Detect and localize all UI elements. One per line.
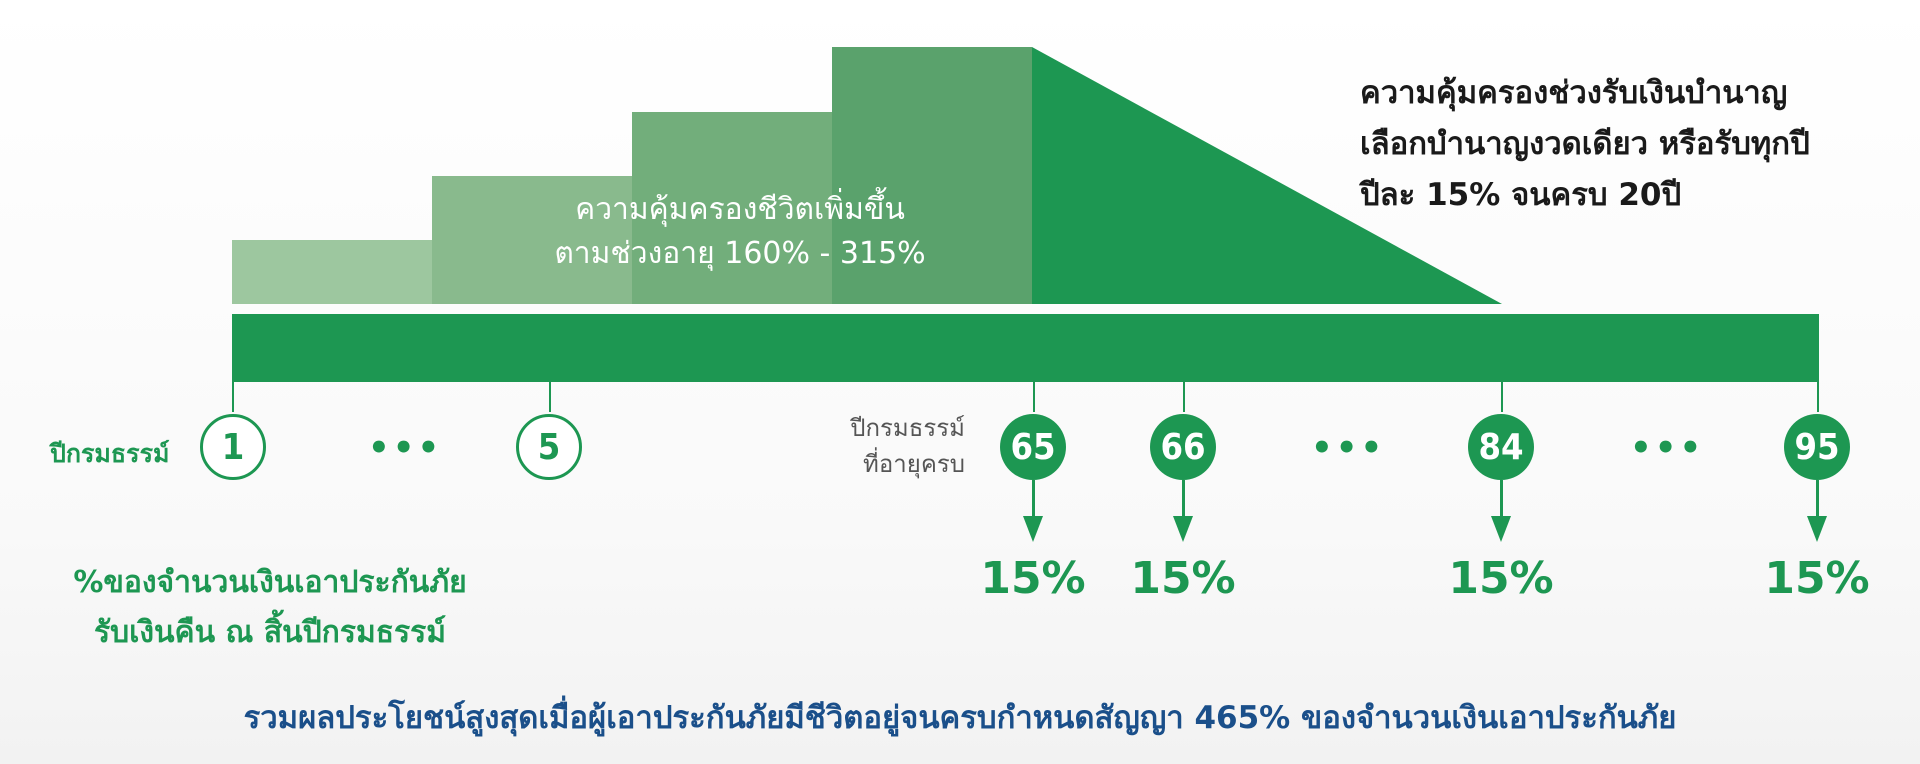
payout-65: 15% xyxy=(980,553,1086,604)
annuity-coverage-line2: เลือกบำนาญงวดเดียว หรือรับทุกปี xyxy=(1360,126,1810,162)
tick-year-5 xyxy=(549,382,551,412)
policy-year-label: ปีกรมธรรม์ xyxy=(50,439,170,468)
coverage-step-1 xyxy=(232,240,432,304)
arrow-down-icon xyxy=(1023,516,1043,542)
payout-66: 15% xyxy=(1130,553,1236,604)
policy-year-5-circle: 5 xyxy=(516,414,582,480)
life-coverage-text: ความคุ้มครองชีวิตเพิ่มขึ้น ตามช่วงอายุ 1… xyxy=(540,188,940,276)
annuity-coverage-line1: ความคุ้มครองช่วงรับเงินบำนาญ xyxy=(1360,75,1788,111)
benefit-summary: รวมผลประโยชน์สูงสุดเมื่อผู้เอาประกันภัยม… xyxy=(243,700,1677,736)
age-84-circle: 84 xyxy=(1468,414,1534,480)
coverage-step-2 xyxy=(432,176,632,304)
age-label-line1: ปีกรมธรรม์ xyxy=(850,414,965,442)
tick-age-66 xyxy=(1183,382,1185,412)
annuity-coverage-text: ความคุ้มครองช่วงรับเงินบำนาญ เลือกบำนาญง… xyxy=(1360,68,1920,221)
ellipsis-1: ••• xyxy=(368,428,443,468)
age-95-circle: 95 xyxy=(1784,414,1850,480)
cashback-label: %ของจำนวนเงินเอาประกันภัย รับเงินคืน ณ ส… xyxy=(60,558,480,658)
tick-year-1 xyxy=(232,382,234,412)
arrow-down-icon xyxy=(1807,516,1827,542)
payout-84: 15% xyxy=(1448,553,1554,604)
arrow-down-icon xyxy=(1173,516,1193,542)
annuity-coverage-triangle xyxy=(1032,47,1502,304)
coverage-step-3 xyxy=(632,112,832,304)
arrow-95-line xyxy=(1816,480,1819,516)
age-65-circle: 65 xyxy=(1000,414,1066,480)
arrow-84-line xyxy=(1500,480,1503,516)
life-coverage-line1: ความคุ้มครองชีวิตเพิ่มขึ้น xyxy=(575,192,905,227)
coverage-step-4 xyxy=(832,47,1032,304)
annuity-coverage-line3: ปีละ 15% จนครบ 20ปี xyxy=(1360,177,1682,213)
tick-age-95 xyxy=(1817,382,1819,412)
cashback-label-line1: %ของจำนวนเงินเอาประกันภัย xyxy=(73,565,467,600)
arrow-65-line xyxy=(1032,480,1035,516)
age-label: ปีกรมธรรม์ ที่อายุครบ xyxy=(790,410,965,482)
age-66-circle: 66 xyxy=(1150,414,1216,480)
arrow-66-line xyxy=(1182,480,1185,516)
ellipsis-3: ••• xyxy=(1630,428,1705,468)
tick-age-84 xyxy=(1501,382,1503,412)
policy-year-1-circle: 1 xyxy=(200,414,266,480)
age-label-line2: ที่อายุครบ xyxy=(863,450,965,478)
timeline-bar xyxy=(232,314,1819,382)
cashback-label-line2: รับเงินคืน ณ สิ้นปีกรมธรรม์ xyxy=(93,615,447,650)
life-coverage-line2: ตามช่วงอายุ 160% - 315% xyxy=(554,236,926,271)
payout-95: 15% xyxy=(1764,553,1870,604)
arrow-down-icon xyxy=(1491,516,1511,542)
ellipsis-2: ••• xyxy=(1311,428,1386,468)
tick-age-65 xyxy=(1033,382,1035,412)
